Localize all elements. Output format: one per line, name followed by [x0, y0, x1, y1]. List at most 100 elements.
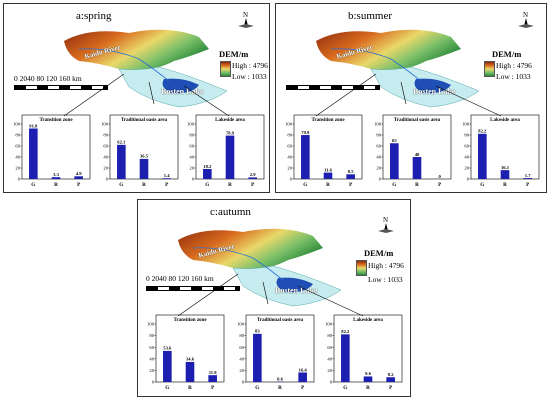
bar-value-label: 83	[255, 329, 260, 334]
y-tick-label: 100	[462, 122, 470, 127]
y-tick-label: 0	[467, 177, 470, 182]
y-tick-label: 60	[464, 144, 469, 149]
bar-value-label: 82.2	[341, 329, 350, 334]
y-tick-label: 60	[287, 144, 292, 149]
y-tick-label: 100	[374, 122, 382, 127]
y-tick-label: 20	[327, 368, 332, 373]
y-tick-label: 80	[464, 133, 469, 138]
y-tick-label: 0	[379, 177, 382, 182]
y-tick-label: 80	[327, 333, 332, 338]
y-tick-label: 80	[149, 333, 154, 338]
x-tick-label: P	[526, 182, 530, 188]
x-tick-label: R	[415, 182, 419, 188]
y-tick-label: 100	[147, 322, 155, 327]
bar-value-label: 36.5	[140, 154, 149, 159]
svg-text:N: N	[523, 11, 528, 19]
y-tick-label: 80	[239, 333, 244, 338]
bar	[301, 135, 310, 179]
y-tick-label: 40	[189, 155, 194, 160]
bar-chart-autumn-oasis: Traditional oasis area 0 20 40 60 80 100 83 G 0.6…	[237, 314, 315, 391]
bar-chart-summer-lakeside: Lakeside area 0 20 40 60 80 100 82.2 G 16.1 R 1.7 P	[462, 114, 540, 188]
bar	[478, 133, 487, 179]
y-tick-label: 80	[287, 133, 292, 138]
bar	[412, 157, 422, 179]
bar-value-label: 62.1	[117, 140, 126, 145]
svg-text:N: N	[243, 11, 248, 19]
bar	[163, 350, 172, 382]
x-tick-label: P	[438, 182, 442, 188]
y-tick-label: 80	[376, 133, 381, 138]
dem-high-label: High : 4796	[368, 261, 404, 270]
bar-value-label: 1.7	[525, 173, 531, 178]
panel-spring: a:spring Kaidu River Bosten Lake N DEM/m…	[3, 3, 270, 193]
chart-title: Traditional oasis area	[121, 118, 168, 123]
y-tick-label: 20	[464, 166, 469, 171]
leader-lines	[315, 73, 502, 117]
dem-low-label: Low : 1033	[368, 275, 403, 284]
svg-text:N: N	[383, 216, 388, 224]
leader-lines	[177, 273, 364, 317]
y-tick-label: 40	[149, 356, 154, 361]
bar-value-label: 11.8	[209, 370, 217, 375]
bar	[139, 158, 149, 179]
x-tick-label: G	[31, 182, 35, 188]
y-tick-label: 60	[15, 144, 20, 149]
bar-chart-autumn-transition: Transition zone 0 20 40 60 80 100 53.6 G 34.6 R 11.…	[147, 314, 225, 391]
y-tick-label: 20	[15, 166, 20, 171]
x-tick-label: R	[228, 182, 232, 188]
y-tick-label: 60	[239, 345, 244, 350]
y-tick-label: 40	[464, 155, 469, 160]
y-tick-label: 0	[106, 177, 109, 182]
y-tick-label: 80	[103, 133, 108, 138]
bar	[185, 361, 195, 382]
y-tick-label: 20	[239, 368, 244, 373]
y-tick-label: 100	[187, 122, 195, 127]
x-tick-label: G	[165, 385, 169, 391]
bar	[363, 376, 373, 382]
y-tick-label: 0	[152, 380, 155, 385]
x-tick-label: P	[349, 182, 353, 188]
compass-icon: N	[518, 11, 534, 28]
dem-low-label: Low : 1033	[232, 72, 267, 81]
compass-icon: N	[378, 216, 394, 233]
panel-autumn: c:autumn Kaidu River Bosten Lake N DEM/m…	[137, 199, 411, 397]
y-tick-label: 40	[327, 356, 332, 361]
dem-map	[178, 228, 342, 307]
bar-value-label: 9.6	[365, 371, 371, 376]
bar	[248, 177, 257, 179]
scale-bar	[146, 286, 240, 291]
y-tick-label: 40	[15, 155, 20, 160]
chart-title: Traditional oasis area	[394, 118, 441, 123]
y-tick-label: 20	[189, 166, 194, 171]
y-tick-label: 0	[18, 177, 21, 182]
panel-title: b:summer	[348, 10, 392, 22]
y-tick-label: 100	[13, 122, 21, 127]
y-tick-label: 100	[237, 322, 245, 327]
bar-value-label: 4.9	[76, 171, 82, 176]
dem-color-swatch	[484, 61, 495, 77]
x-tick-label: R	[54, 182, 58, 188]
y-tick-label: 60	[376, 144, 381, 149]
y-tick-label: 40	[376, 155, 381, 160]
x-tick-label: G	[392, 182, 396, 188]
x-tick-label: R	[503, 182, 507, 188]
bar	[341, 334, 350, 382]
y-tick-label: 80	[15, 133, 20, 138]
dem-legend-title: DEM/m	[492, 49, 522, 59]
chart-title: Transition zone	[173, 318, 207, 323]
x-tick-label: G	[303, 182, 307, 188]
x-tick-label: P	[301, 385, 305, 391]
bar	[51, 177, 61, 179]
bar-value-label: 79.9	[301, 130, 310, 135]
y-tick-label: 20	[376, 166, 381, 171]
bar-value-label: 8.2	[388, 372, 394, 377]
y-tick-label: 20	[287, 166, 292, 171]
x-tick-label: P	[165, 182, 169, 188]
y-tick-label: 20	[103, 166, 108, 171]
dem-color-swatch	[220, 61, 231, 77]
panel-title: c:autumn	[210, 206, 251, 218]
bar-value-label: 65	[392, 138, 397, 143]
bar	[500, 170, 510, 179]
y-tick-label: 0	[330, 380, 333, 385]
chart-title: Transition zone	[39, 118, 73, 123]
